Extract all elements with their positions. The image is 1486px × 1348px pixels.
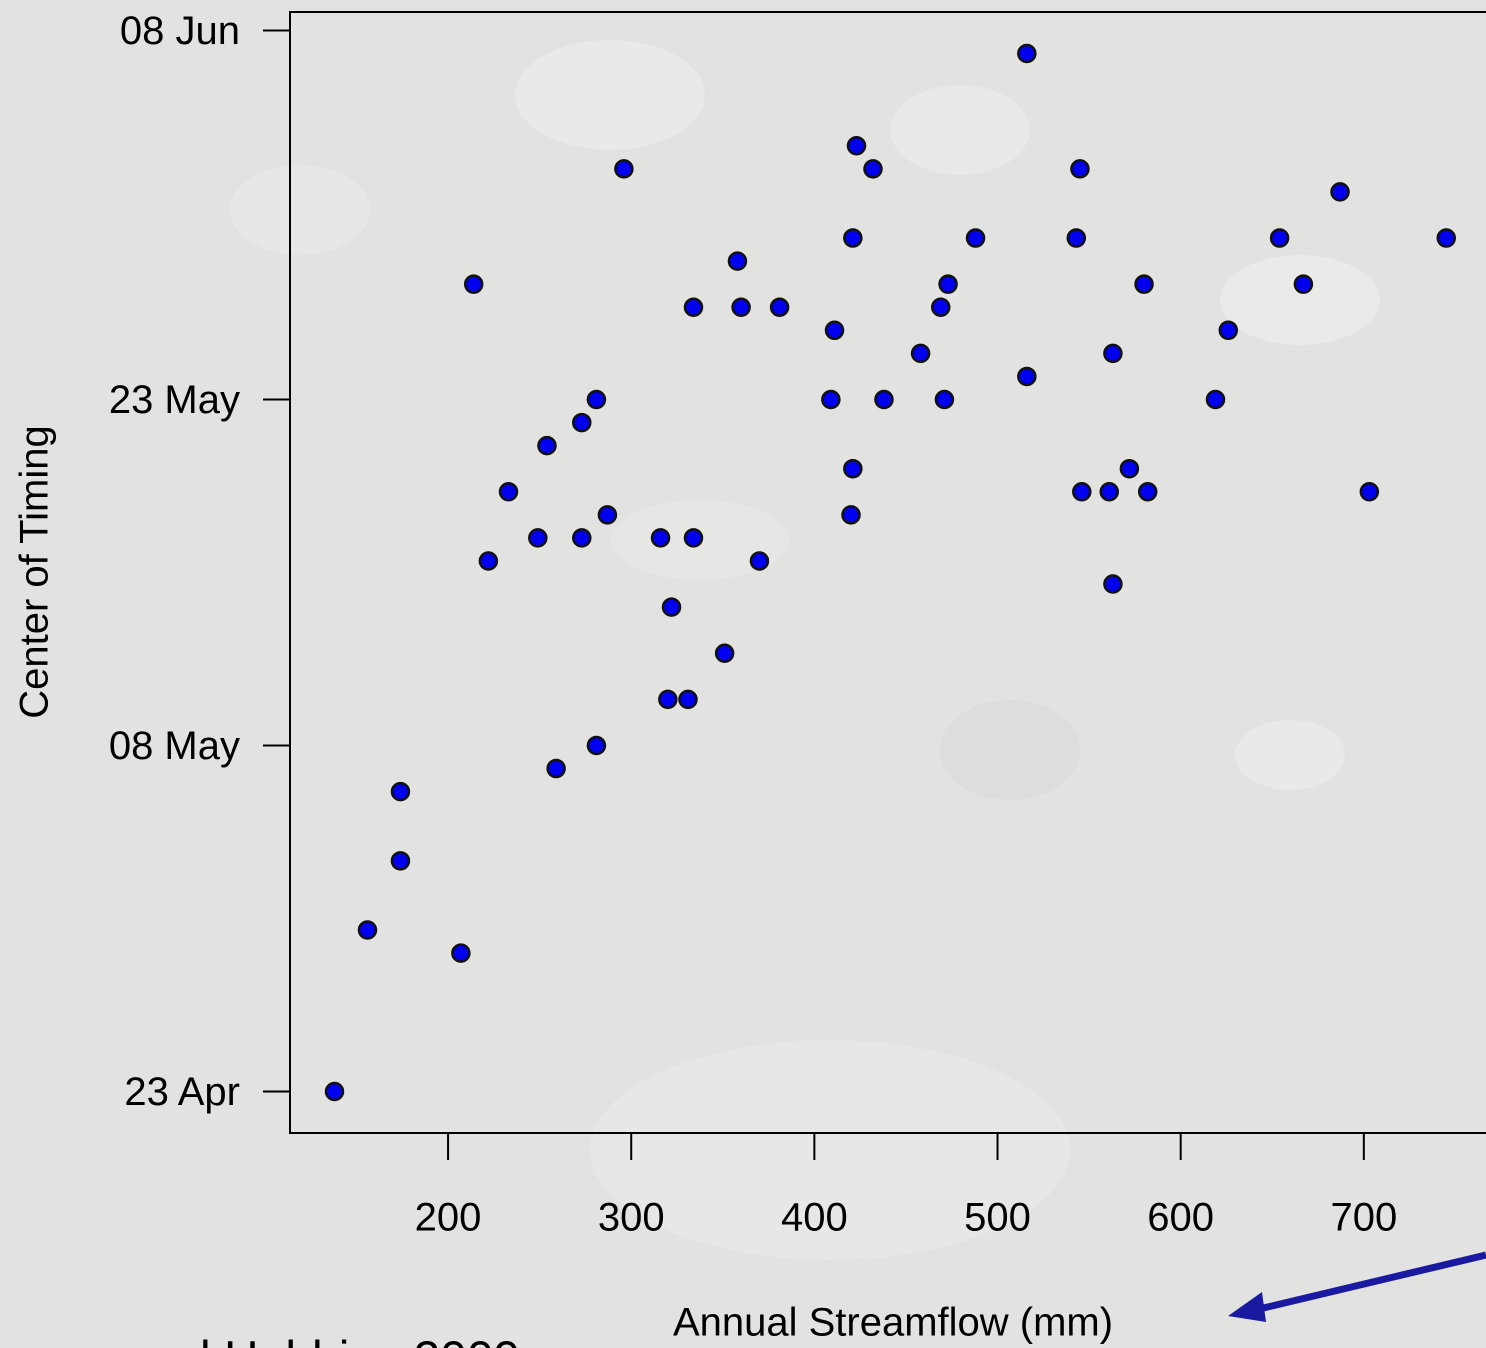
- x-tick-label: 700: [1330, 1196, 1397, 1240]
- point: [1104, 345, 1121, 362]
- point: [1136, 276, 1153, 293]
- x-tick-label: 300: [598, 1196, 665, 1240]
- point: [480, 552, 497, 569]
- y-tick-label: 08 Jun: [120, 9, 240, 53]
- point: [392, 852, 409, 869]
- point: [1018, 45, 1035, 62]
- point: [751, 552, 768, 569]
- point: [659, 691, 676, 708]
- point: [848, 137, 865, 154]
- point: [716, 645, 733, 662]
- point: [844, 230, 861, 247]
- point: [615, 160, 632, 177]
- x-tick-label: 200: [415, 1196, 482, 1240]
- point: [573, 529, 590, 546]
- point: [529, 529, 546, 546]
- point: [1068, 230, 1085, 247]
- x-tick-label: 600: [1147, 1196, 1214, 1240]
- chart: Annual Streamflow (mm) Center of Timing …: [0, 0, 1486, 1348]
- x-axis-label: Annual Streamflow (mm): [673, 1301, 1113, 1345]
- point: [326, 1083, 343, 1100]
- point: [685, 299, 702, 316]
- point: [826, 322, 843, 339]
- point: [1018, 368, 1035, 385]
- point: [771, 299, 788, 316]
- x-tick-label: 500: [964, 1196, 1031, 1240]
- point: [1139, 483, 1156, 500]
- point: [679, 691, 696, 708]
- point: [452, 945, 469, 962]
- y-tick-label: 08 May: [109, 724, 240, 768]
- point: [1073, 483, 1090, 500]
- point: [1295, 276, 1312, 293]
- y-axis-label: Center of Timing: [13, 425, 57, 718]
- point: [359, 922, 376, 939]
- point: [843, 506, 860, 523]
- point: [864, 160, 881, 177]
- point: [588, 737, 605, 754]
- point: [1207, 391, 1224, 408]
- point: [588, 391, 605, 408]
- point: [538, 437, 555, 454]
- point: [1101, 483, 1118, 500]
- citation: l Hobbins 2009: [200, 1333, 520, 1348]
- point: [573, 414, 590, 431]
- y-tick-label: 23 May: [109, 378, 240, 422]
- point: [465, 276, 482, 293]
- point: [392, 783, 409, 800]
- y-tick-label: 23 Apr: [124, 1070, 240, 1114]
- point: [663, 599, 680, 616]
- point: [1104, 576, 1121, 593]
- point: [1361, 483, 1378, 500]
- point: [912, 345, 929, 362]
- point: [685, 529, 702, 546]
- point: [729, 253, 746, 270]
- point: [1071, 160, 1088, 177]
- point: [1271, 230, 1288, 247]
- x-tick-label: 400: [781, 1196, 848, 1240]
- point: [875, 391, 892, 408]
- point: [500, 483, 517, 500]
- point: [733, 299, 750, 316]
- point: [936, 391, 953, 408]
- point: [932, 299, 949, 316]
- point: [822, 391, 839, 408]
- point: [1220, 322, 1237, 339]
- point: [1438, 230, 1455, 247]
- point: [599, 506, 616, 523]
- point: [844, 460, 861, 477]
- point: [548, 760, 565, 777]
- point: [967, 230, 984, 247]
- point: [1332, 183, 1349, 200]
- point: [652, 529, 669, 546]
- point: [1121, 460, 1138, 477]
- point: [940, 276, 957, 293]
